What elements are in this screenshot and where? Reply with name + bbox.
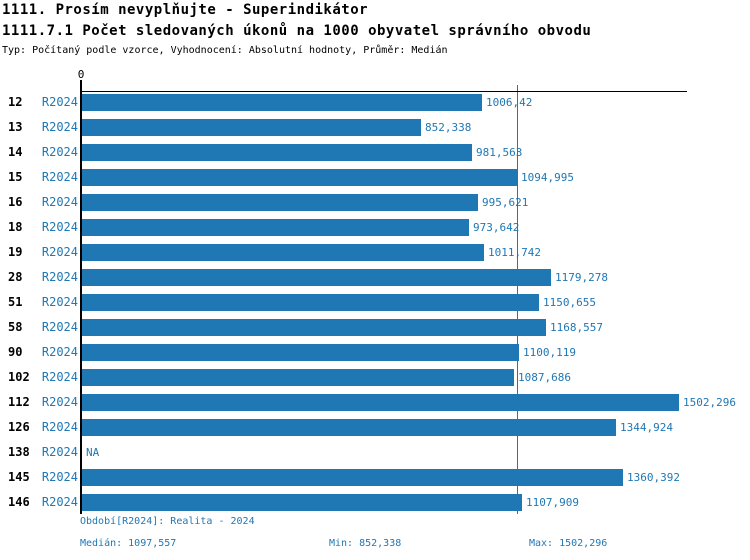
row-period-label: R2024: [41, 420, 78, 434]
row-period-label: R2024: [41, 470, 78, 484]
bar-value-label: 1087,686: [518, 371, 571, 384]
row-id-label: 146: [8, 495, 30, 509]
row-id-label: 102: [8, 370, 30, 384]
footer-median-label: Medián: 1097,557: [80, 538, 177, 549]
row-period-label: R2024: [41, 195, 78, 209]
row-period-label: R2024: [41, 245, 78, 259]
bar-value-label: 1107,909: [526, 496, 579, 509]
row-period-label: R2024: [41, 320, 78, 334]
row-period-label: R2024: [41, 270, 78, 284]
bar: [82, 244, 484, 261]
bar-value-label: 973,642: [473, 221, 520, 234]
bar-value-label: 1502,296: [683, 396, 736, 409]
bar: [82, 419, 616, 436]
bar: [82, 269, 551, 286]
footer-min-label: Min: 852,338: [329, 538, 402, 549]
row-id-label: 126: [8, 420, 30, 434]
row-id-label: 28: [8, 270, 23, 284]
row-id-label: 138: [8, 445, 30, 459]
bar: [82, 169, 517, 186]
bar-value-label: 1100,119: [523, 346, 576, 359]
indicator-subtitle: 1111.7.1 Počet sledovaných úkonů na 1000…: [2, 23, 592, 39]
bar: [82, 369, 514, 386]
row-period-label: R2024: [41, 395, 78, 409]
row-period-label: R2024: [41, 495, 78, 509]
bar: [82, 194, 478, 211]
bar-value-label: NA: [86, 446, 100, 459]
bar-value-label: 852,338: [425, 121, 472, 134]
bar: [82, 494, 522, 511]
bar: [82, 469, 623, 486]
bar: [82, 144, 472, 161]
bar-value-label: 1011,742: [488, 246, 541, 259]
row-period-label: R2024: [41, 145, 78, 159]
bar-value-label: 1094,995: [521, 171, 574, 184]
row-id-label: 58: [8, 320, 23, 334]
row-period-label: R2024: [41, 345, 78, 359]
axis-zero-tick-label: 0: [77, 68, 85, 81]
bar-value-label: 1360,392: [627, 471, 680, 484]
row-id-label: 51: [8, 295, 23, 309]
footer-period-label: Období[R2024]: Realita - 2024: [80, 516, 255, 527]
bar: [82, 219, 469, 236]
x-axis-line: [81, 91, 687, 92]
row-id-label: 18: [8, 220, 23, 234]
row-id-label: 12: [8, 95, 23, 109]
row-id-label: 112: [8, 395, 30, 409]
bar: [82, 319, 546, 336]
row-id-label: 13: [8, 120, 23, 134]
footer-max-label: Max: 1502,296: [529, 538, 608, 549]
bar-value-label: 1150,655: [543, 296, 596, 309]
bar-value-label: 1006,42: [486, 96, 533, 109]
y-axis-line: [80, 80, 82, 514]
row-id-label: 14: [8, 145, 23, 159]
bar-value-label: 981,563: [476, 146, 523, 159]
page-title: 1111. Prosím nevyplňujte - Superindikáto…: [2, 2, 369, 18]
bar: [82, 94, 482, 111]
row-period-label: R2024: [41, 170, 78, 184]
bar: [82, 119, 421, 136]
row-period-label: R2024: [41, 295, 78, 309]
bar: [82, 344, 519, 361]
row-id-label: 145: [8, 470, 30, 484]
row-period-label: R2024: [41, 220, 78, 234]
bar-value-label: 995,621: [482, 196, 529, 209]
bar-value-label: 1168,557: [550, 321, 603, 334]
row-id-label: 19: [8, 245, 23, 259]
indicator-meta-line: Typ: Počítaný podle vzorce, Vyhodnocení:…: [2, 45, 448, 56]
bar-value-label: 1344,924: [620, 421, 673, 434]
row-id-label: 15: [8, 170, 23, 184]
row-period-label: R2024: [41, 120, 78, 134]
row-id-label: 16: [8, 195, 23, 209]
bar: [82, 394, 679, 411]
row-id-label: 90: [8, 345, 23, 359]
bar-value-label: 1179,278: [555, 271, 608, 284]
row-period-label: R2024: [41, 445, 78, 459]
row-period-label: R2024: [41, 95, 78, 109]
bar: [82, 294, 539, 311]
row-period-label: R2024: [41, 370, 78, 384]
